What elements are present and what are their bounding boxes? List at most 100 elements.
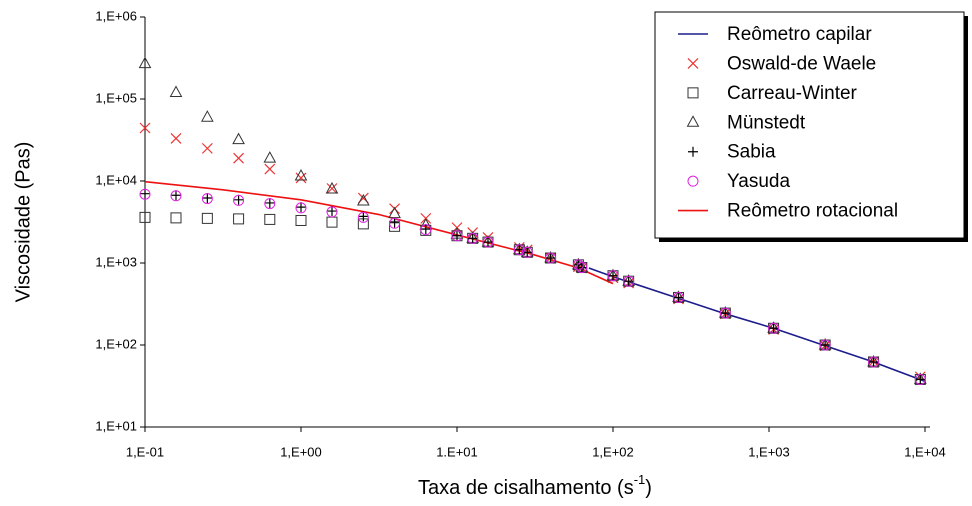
marker-square: [139, 211, 151, 223]
marker-plus: [420, 223, 431, 234]
marker-circle: [201, 193, 213, 205]
marker-circle: [914, 373, 926, 385]
marker-x: [170, 133, 182, 144]
x-tick-label: 1,E+02: [592, 444, 634, 459]
marker-circle: [170, 190, 182, 202]
marker-triangle: [294, 168, 308, 181]
marker-x: [326, 183, 338, 194]
legend-swatch: [687, 87, 699, 99]
marker-circle: [521, 246, 533, 258]
marker-circle: [389, 217, 401, 229]
marker-plus: [768, 323, 779, 334]
marker-plus: [233, 194, 244, 205]
marker-x: [201, 142, 213, 154]
marker-plus: [720, 308, 731, 319]
marker-triangle: [169, 85, 183, 98]
marker-square: [170, 212, 182, 224]
marker-plus: [576, 262, 587, 273]
y-tick-label: 1,E+06: [95, 8, 137, 23]
legend-label: Yasuda: [727, 171, 790, 192]
marker-plus: [326, 206, 337, 217]
marker-circle: [607, 270, 619, 282]
marker-square: [233, 213, 245, 225]
marker-x: [264, 163, 276, 175]
legend-swatch: [687, 58, 699, 69]
marker-circle: [623, 275, 635, 287]
legend-label: Münstedt: [727, 112, 806, 133]
y-tick-label: 1,E+05: [95, 90, 137, 105]
marker-circle: [768, 322, 780, 334]
x-tick-label: 1.E+01: [436, 444, 478, 459]
marker-x: [295, 172, 307, 184]
marker-circle: [819, 339, 831, 351]
marker-plus: [545, 253, 556, 264]
marker-circle: [513, 244, 525, 256]
legend-swatch: [688, 146, 698, 157]
marker-square: [295, 214, 307, 226]
marker-x: [139, 122, 151, 134]
x-axis-label-sup: -1: [634, 472, 646, 487]
y-tick-label: 1,E+04: [95, 172, 137, 187]
marker-circle: [572, 259, 584, 271]
x-axis-label-text: Taxa de cisalhamento (s: [418, 477, 634, 499]
x-tick-label: 1,E-01: [126, 444, 164, 459]
y-tick-label: 1,E+01: [95, 418, 137, 433]
marker-circle: [467, 232, 479, 244]
marker-plus: [358, 211, 369, 222]
marker-x: [233, 152, 245, 164]
legend-swatch: [687, 175, 699, 187]
legend-box: [654, 11, 965, 239]
legend-label: Oswald-de Waele: [727, 53, 876, 74]
marker-triangle: [325, 181, 339, 194]
marker-triangle: [263, 151, 277, 163]
legend-label: Reômetro rotacional: [727, 201, 898, 222]
y-tick-label: 1,E+02: [95, 336, 137, 351]
marker-circle: [482, 236, 494, 248]
marker-circle: [719, 307, 731, 319]
marker-triangle: [138, 56, 152, 69]
marker-triangle: [232, 132, 245, 145]
legend-label: Reômetro capilar: [727, 24, 872, 45]
marker-plus: [170, 190, 181, 201]
series-line: [588, 267, 926, 383]
marker-plus: [264, 197, 275, 208]
marker-circle: [576, 262, 588, 274]
marker-circle: [139, 188, 151, 200]
marker-plus: [673, 292, 684, 303]
marker-square: [326, 216, 338, 228]
marker-plus: [296, 202, 306, 213]
x-axis-label-end: ): [645, 477, 652, 499]
marker-circle: [673, 291, 685, 303]
legend-swatch: [686, 115, 700, 127]
marker-plus: [820, 340, 831, 350]
marker-plus: [915, 374, 926, 385]
marker-circle: [264, 198, 276, 210]
marker-triangle: [201, 110, 214, 122]
marker-square: [264, 213, 276, 225]
marker-plus: [140, 188, 150, 199]
marker-circle: [357, 211, 369, 223]
marker-plus: [202, 193, 213, 204]
marker-triangle: [388, 206, 401, 219]
legend-label: Sabia: [727, 142, 776, 163]
marker-circle: [295, 202, 307, 214]
marker-plus: [452, 230, 462, 241]
series-line: [144, 180, 614, 285]
marker-circle: [326, 206, 338, 218]
marker-plus: [868, 357, 879, 368]
x-axis-label: Taxa de cisalhamento (s-1): [418, 472, 652, 499]
x-tick-label: 1,E+00: [280, 444, 322, 459]
marker-circle: [868, 356, 880, 368]
y-axis-label: Viscosidade (Pas): [12, 142, 34, 303]
marker-circle: [545, 252, 557, 264]
marker-circle: [420, 224, 432, 236]
marker-circle: [233, 194, 245, 206]
y-tick-label: 1,E+03: [95, 254, 137, 269]
marker-circle: [451, 230, 463, 242]
marker-plus: [482, 237, 493, 248]
marker-triangle: [357, 193, 370, 206]
marker-square: [201, 212, 213, 224]
marker-plus: [389, 217, 400, 228]
x-tick-label: 1,E+03: [748, 444, 790, 459]
